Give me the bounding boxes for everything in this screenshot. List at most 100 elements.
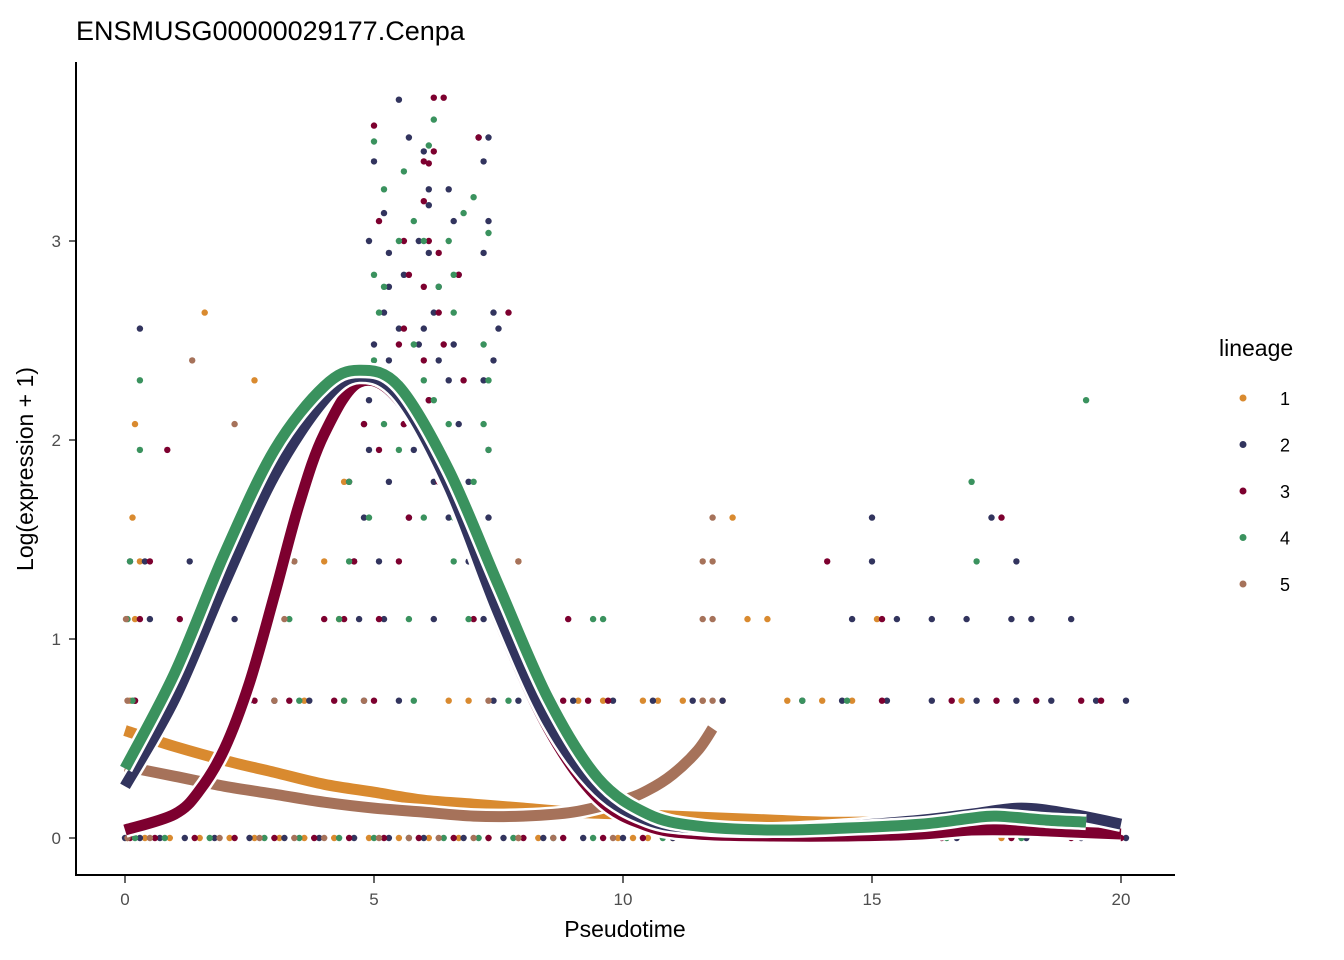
point-lineage-2: [156, 834, 164, 842]
point-lineage-2: [405, 134, 413, 141]
point-lineage-5: [216, 834, 223, 842]
point-lineage-2: [1008, 615, 1015, 623]
point-lineage-3: [405, 271, 413, 278]
point-lineage-1: [644, 834, 652, 842]
point-lineage-1: [201, 309, 208, 316]
point-lineage-1: [141, 834, 149, 842]
point-lineage-2: [350, 834, 358, 842]
point-lineage-3: [565, 615, 572, 623]
y-ticks: 0 1 2 3: [52, 232, 75, 848]
point-lineage-2: [316, 834, 323, 842]
point-lineage-3: [505, 309, 512, 316]
point-lineage-4: [435, 283, 442, 290]
point-lineage-3: [639, 834, 647, 842]
legend-item-lineage-3: 3: [1239, 482, 1290, 502]
point-lineage-2: [445, 514, 452, 521]
point-lineage-2: [465, 478, 472, 485]
point-lineage-3: [400, 237, 408, 245]
point-lineage-3: [485, 834, 492, 842]
smooth-curve-lineage-1: [123, 725, 873, 828]
point-lineage-2: [609, 697, 617, 704]
legend-label: 3: [1280, 482, 1290, 502]
point-lineage-3: [520, 834, 527, 842]
point-lineage-4: [410, 697, 417, 704]
point-lineage-5: [271, 697, 278, 704]
point-lineage-2: [485, 217, 492, 225]
point-lineage-3: [405, 514, 413, 521]
point-lineage-5: [281, 615, 288, 623]
point-lineage-2: [928, 697, 935, 704]
point-lineage-5: [550, 834, 557, 842]
point-lineage-2: [988, 514, 995, 521]
point-lineage-1: [958, 697, 965, 704]
point-lineage-2: [136, 325, 144, 332]
point-lineage-2: [186, 558, 193, 565]
point-lineage-4: [345, 558, 353, 565]
point-lineage-4: [206, 834, 213, 842]
point-lineage-2: [360, 514, 368, 521]
point-lineage-3: [375, 446, 383, 454]
point-lineage-4: [161, 834, 168, 842]
point-lineage-1: [131, 615, 139, 623]
point-lineage-1: [614, 834, 622, 842]
point-lineage-2: [355, 615, 363, 623]
point-lineage-1: [331, 834, 338, 842]
point-lineage-2: [490, 309, 497, 316]
point-lineage-2: [395, 697, 403, 704]
point-lineage-5: [122, 615, 130, 623]
point-lineage-4: [335, 834, 343, 842]
point-lineage-3: [345, 834, 353, 842]
point-lineage-3: [271, 834, 278, 842]
point-lineage-2: [719, 697, 726, 704]
point-lineage-2: [649, 697, 657, 704]
y-tick-label: 2: [52, 431, 61, 450]
point-lineage-3: [450, 834, 457, 842]
point-lineage-2: [973, 697, 980, 704]
point-lineage-4: [599, 615, 607, 623]
point-lineage-2: [365, 397, 373, 404]
point-lineage-2: [868, 514, 876, 521]
legend-label: 2: [1280, 436, 1290, 456]
legend-key-dot: [1239, 441, 1247, 448]
point-lineage-4: [340, 697, 348, 704]
point-lineage-2: [181, 834, 188, 842]
point-lineage-3: [360, 420, 368, 428]
chart-title: ENSMUSG00000029177.Cenpa: [76, 16, 466, 46]
x-ticks: 0 5 10 15 20: [120, 876, 1130, 909]
point-lineage-4: [450, 271, 457, 278]
point-lineage-2: [1013, 697, 1020, 704]
point-lineage-2: [495, 325, 502, 332]
point-lineage-4: [973, 558, 980, 565]
point-lineage-3: [430, 94, 437, 101]
point-lineage-2: [1068, 615, 1075, 623]
point-lineage-5: [124, 697, 131, 704]
point-lineage-2: [490, 697, 497, 704]
point-lineage-3: [191, 834, 198, 842]
point-lineage-3: [584, 697, 592, 704]
point-lineage-2: [385, 283, 393, 290]
x-tick-label: 20: [1112, 890, 1131, 909]
point-lineage-4: [460, 209, 467, 217]
legend-item-lineage-4: 4: [1239, 529, 1290, 549]
point-lineage-3: [151, 834, 159, 842]
y-axis-title: Log(expression + 1): [12, 367, 38, 571]
point-lineage-2: [540, 834, 547, 842]
point-lineage-2: [380, 309, 388, 316]
point-lineage-1: [321, 558, 328, 565]
point-lineage-3: [380, 834, 388, 842]
point-lineage-2: [570, 697, 577, 704]
point-lineage-4: [450, 558, 457, 565]
point-lineage-3: [420, 198, 427, 205]
point-lineage-5: [699, 558, 706, 565]
point-lineage-3: [375, 217, 383, 225]
x-tick-label: 10: [614, 890, 633, 909]
point-lineage-3: [430, 148, 437, 155]
point-lineage-1: [251, 377, 258, 384]
point-lineage-5: [256, 834, 263, 842]
point-lineage-3: [455, 271, 462, 278]
point-lineage-3: [340, 615, 348, 623]
point-lineage-4: [126, 558, 134, 565]
point-lineage-2: [400, 271, 408, 278]
point-lineage-4: [420, 377, 427, 384]
